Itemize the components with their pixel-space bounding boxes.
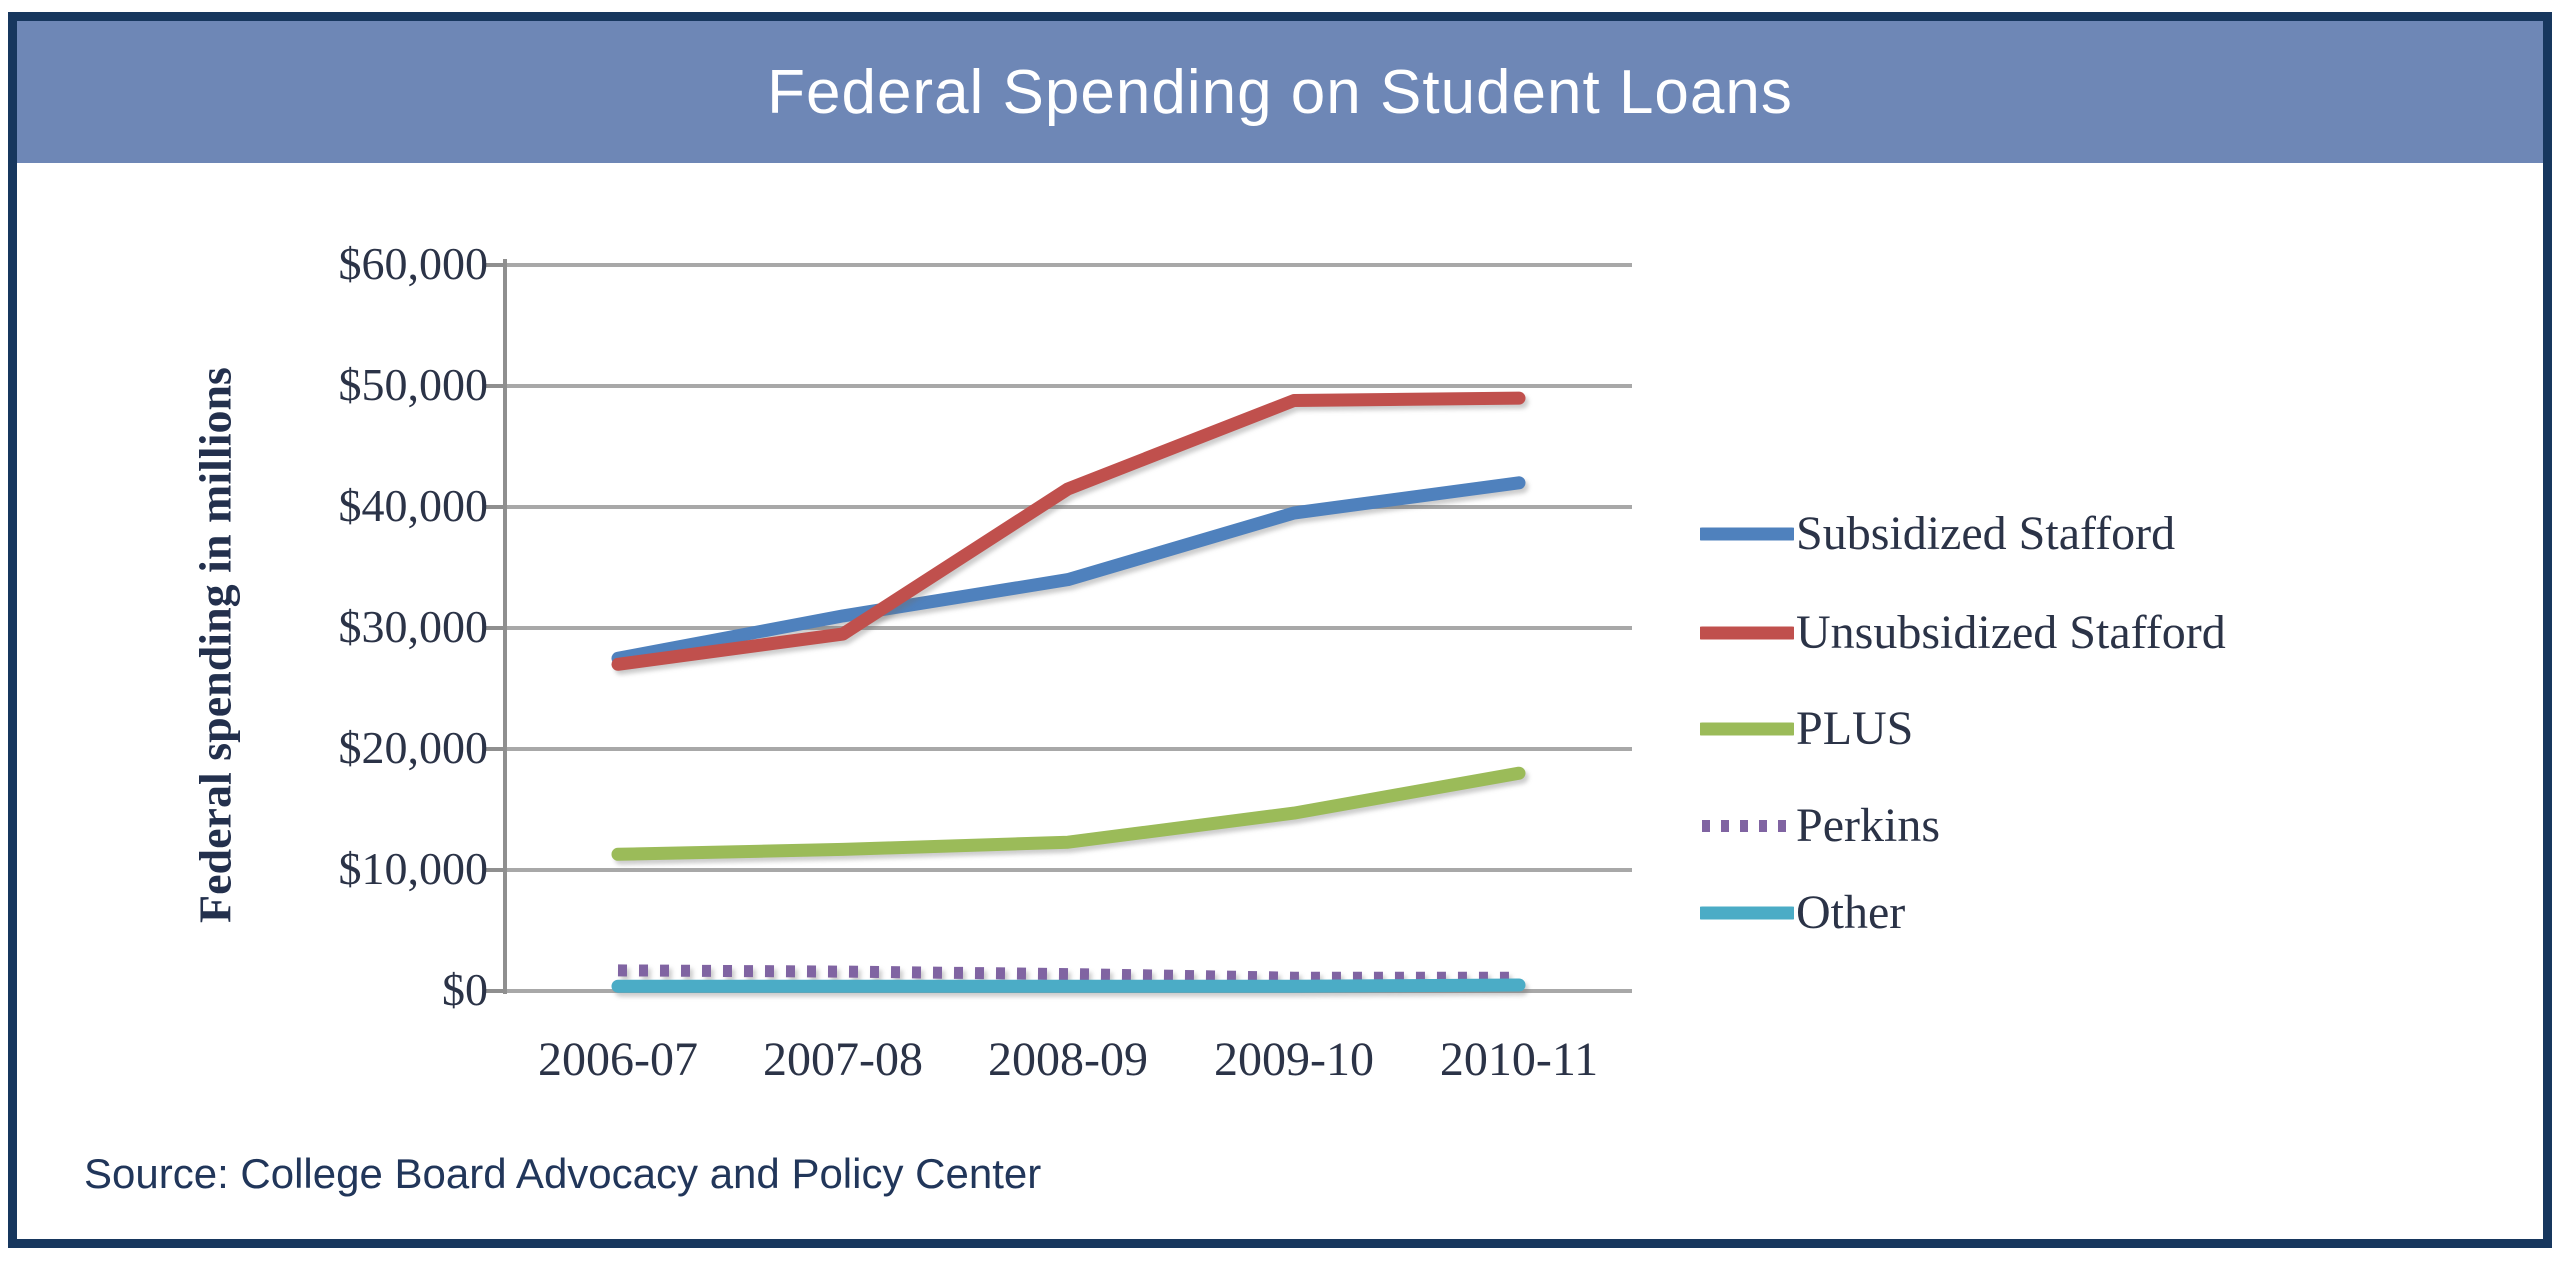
legend-label: Unsubsidized Stafford: [1796, 606, 2226, 659]
legend-item-other: Other: [1700, 885, 1905, 941]
y-tick-label: $60,000: [338, 238, 489, 289]
legend-item-perkins: Perkins: [1700, 798, 1940, 854]
x-tick-label: 2007-08: [763, 1033, 923, 1086]
title-banner: Federal Spending on Student Loans: [17, 21, 2543, 163]
legend-swatch: [1702, 820, 1792, 832]
x-tick-label: 2006-07: [538, 1033, 698, 1086]
x-tick-label: 2010-11: [1439, 1033, 1599, 1086]
legend-swatch: [1700, 722, 1794, 736]
chart-title: Federal Spending on Student Loans: [767, 57, 1793, 127]
figure-frame: [8, 12, 2552, 1248]
legend-label: PLUS: [1796, 702, 1914, 755]
series-line-unsubsidized-stafford: [611, 391, 1526, 671]
series-line-plus: [611, 766, 1526, 861]
source-note: Source: College Board Advocacy and Polic…: [84, 1150, 1042, 1197]
series-line-other: [611, 978, 1526, 993]
legend-swatch: [1700, 906, 1794, 920]
y-tick-label: $40,000: [338, 480, 489, 531]
y-axis-title: Federal spending in millions: [189, 367, 241, 923]
legend-label: Other: [1796, 886, 1906, 939]
y-tick-label: $50,000: [338, 359, 489, 410]
legend-swatch: [1700, 527, 1794, 541]
legend-label: Perkins: [1796, 799, 1940, 852]
legend-item-subsidized-stafford: Subsidized Stafford: [1700, 506, 2175, 562]
y-tick-label: $10,000: [338, 843, 489, 894]
legend-swatch: [1700, 626, 1794, 640]
legend-item-unsubsidized-stafford: Unsubsidized Stafford: [1700, 605, 2226, 661]
y-tick-label: $0: [442, 964, 488, 1015]
series-line-subsidized-stafford: [611, 476, 1526, 665]
y-tick-label: $30,000: [338, 601, 489, 652]
legend-label: Subsidized Stafford: [1796, 507, 2176, 560]
series-line-perkins: [617, 964, 1519, 984]
x-tick-label: 2008-09: [988, 1033, 1148, 1086]
y-tick-label: $20,000: [338, 722, 489, 773]
x-tick-label: 2009-10: [1214, 1033, 1374, 1086]
legend-item-plus: PLUS: [1700, 701, 1913, 757]
